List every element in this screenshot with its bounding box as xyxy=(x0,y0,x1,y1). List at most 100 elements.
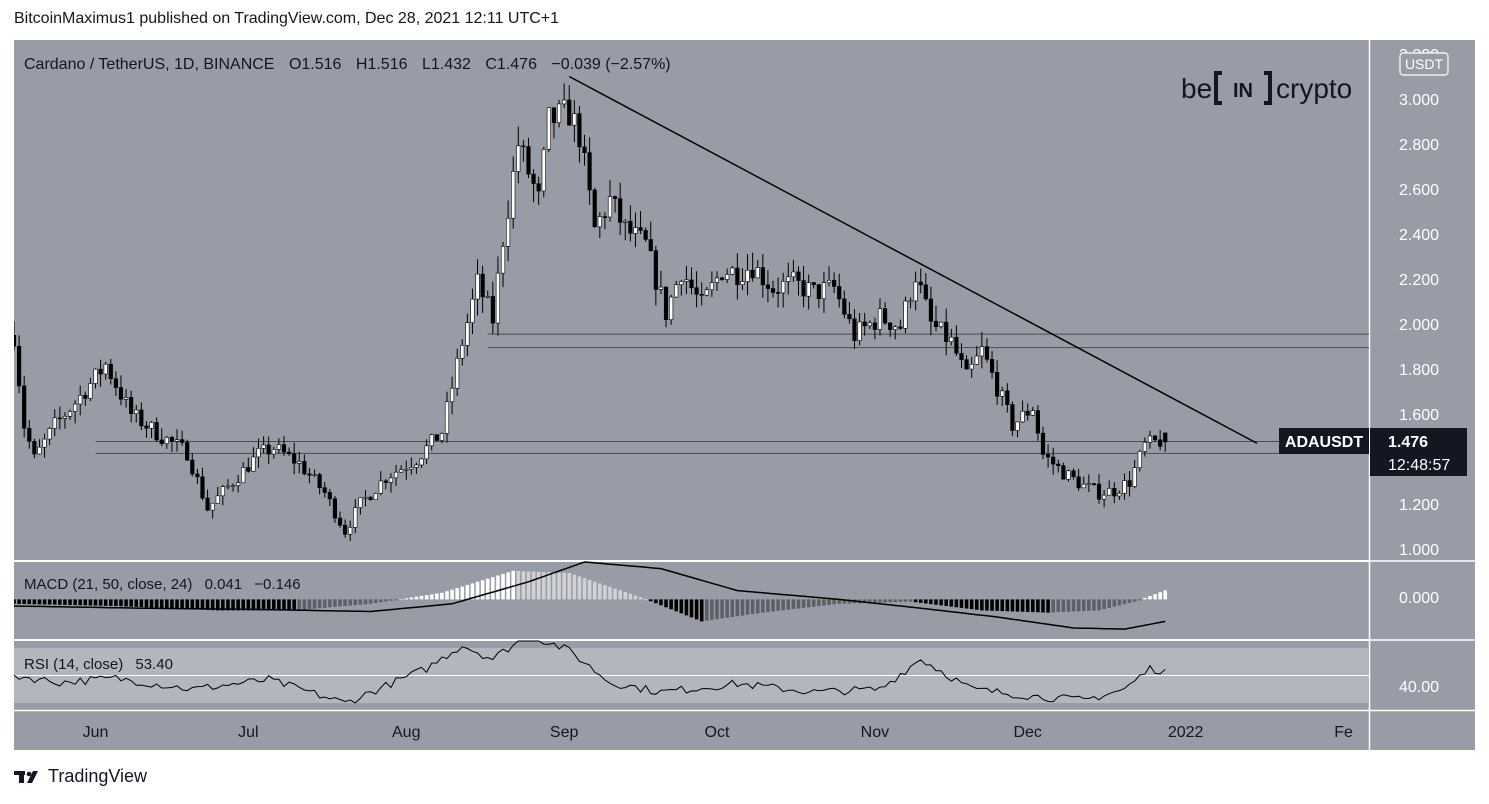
candle-body xyxy=(821,282,827,300)
candle-body xyxy=(562,99,567,105)
candle-body xyxy=(174,439,180,442)
macd-histogram-bar xyxy=(246,599,251,611)
candle-body xyxy=(714,277,720,283)
candle-body xyxy=(286,451,292,454)
candle-body xyxy=(490,296,495,324)
macd-histogram-bar xyxy=(582,578,587,600)
price-tag[interactable]: ADAUSDT 1.476 12:48:57 xyxy=(1279,428,1467,476)
macd-histogram-bar xyxy=(684,599,689,616)
candle-body xyxy=(607,196,613,218)
macd-histogram-bar xyxy=(1031,599,1035,613)
macd-histogram-bar xyxy=(134,599,139,607)
candle-body xyxy=(750,269,755,279)
candle-body xyxy=(867,322,872,327)
macd-histogram-bar xyxy=(272,599,276,611)
y-tick-label: 2.000 xyxy=(1399,317,1439,334)
candle-body xyxy=(643,230,648,240)
y-tick-label: 3.000 xyxy=(1399,92,1439,109)
macd-histogram-bar xyxy=(827,599,831,605)
candle-body xyxy=(154,422,159,441)
candle-body xyxy=(826,279,832,284)
candle-body xyxy=(613,196,618,199)
descending-trendline[interactable] xyxy=(568,75,1258,444)
macd-histogram-bar xyxy=(536,571,541,600)
candle-body xyxy=(78,394,83,405)
candle-body xyxy=(567,99,572,126)
macd-histogram-bar xyxy=(144,599,149,608)
x-tick-label: 2022 xyxy=(1168,724,1204,741)
macd-histogram-bar xyxy=(368,599,373,604)
macd-histogram-bar xyxy=(873,599,877,603)
candle-body xyxy=(424,445,429,460)
macd-histogram-bar xyxy=(806,599,811,608)
currency-badge-box[interactable] xyxy=(1399,52,1449,76)
macd-histogram-bar xyxy=(1005,599,1010,612)
candle-body xyxy=(776,292,781,294)
candle-body xyxy=(271,449,276,455)
macd-histogram-bar xyxy=(969,599,974,610)
candle-body xyxy=(740,281,745,286)
macd-histogram-bar xyxy=(1137,599,1142,601)
macd-histogram-bar xyxy=(384,599,388,602)
macd-histogram-bar xyxy=(817,599,821,607)
macd-histogram-bar xyxy=(603,585,607,600)
macd-histogram-bar xyxy=(694,599,699,620)
macd-histogram-bar xyxy=(801,599,806,608)
macd-histogram-bar xyxy=(577,576,582,600)
currency-badge[interactable]: USDT xyxy=(1405,56,1444,72)
candle-body xyxy=(1142,441,1147,452)
candle-body xyxy=(939,321,944,328)
chart-frame[interactable]: 1.0001.2001.4001.6001.8002.0002.2002.400… xyxy=(14,40,1475,750)
candle-body xyxy=(475,273,480,300)
candle-body xyxy=(882,308,888,324)
macd-histogram-bar xyxy=(404,598,409,600)
candle-body xyxy=(67,411,73,417)
macd-histogram-bar xyxy=(42,599,47,605)
macd-histogram-bar xyxy=(949,599,954,607)
macd-value-1: 0.041 xyxy=(205,576,243,593)
macd-histogram-bar xyxy=(980,599,984,611)
macd-histogram-bar xyxy=(373,599,378,604)
candle-body xyxy=(964,359,969,370)
macd-histogram-bar xyxy=(445,591,449,600)
candle-body xyxy=(918,281,923,286)
macd-histogram-bar xyxy=(837,599,842,604)
macd-histogram-bar xyxy=(501,573,505,600)
candle-body xyxy=(358,497,363,508)
candle-body xyxy=(83,394,88,399)
macd-histogram-bar xyxy=(592,581,597,600)
macd-histogram-bar xyxy=(796,599,801,609)
macd-histogram-bar xyxy=(231,599,235,611)
macd-histogram-bar xyxy=(353,599,358,606)
macd-histogram-bar xyxy=(302,599,307,610)
candle-body xyxy=(949,336,954,342)
x-tick-label: Fe xyxy=(1334,724,1353,741)
price-axis[interactable] xyxy=(1370,40,1475,710)
candle-body xyxy=(419,458,424,466)
candle-body xyxy=(536,183,541,192)
macd-histogram-bar xyxy=(541,572,546,600)
candle-body xyxy=(954,336,959,354)
candle-body xyxy=(1030,410,1035,416)
macd-histogram-bar xyxy=(1143,597,1147,600)
candle-body xyxy=(302,461,307,475)
candle-body xyxy=(516,145,521,172)
macd-histogram-bar xyxy=(78,599,83,606)
macd-histogram-bar xyxy=(623,592,628,600)
candle-body xyxy=(444,401,450,434)
candle-body xyxy=(266,444,271,455)
candle-body xyxy=(725,274,730,280)
candle-body xyxy=(801,280,806,297)
macd-histogram-bar xyxy=(822,599,826,606)
chart-svg[interactable]: 1.0001.2001.4001.6001.8002.0002.2002.400… xyxy=(14,40,1475,750)
macd-histogram-bar xyxy=(924,599,928,604)
time-axis[interactable] xyxy=(14,711,1475,750)
candle-body xyxy=(1071,470,1076,478)
x-tick-label: Aug xyxy=(392,724,420,741)
macd-histogram-bar xyxy=(735,599,740,617)
candle-body xyxy=(908,300,913,303)
candle-body xyxy=(1102,494,1107,500)
price-pane[interactable] xyxy=(14,40,1369,560)
macd-histogram-bar xyxy=(414,596,419,600)
candle-body xyxy=(337,517,343,526)
